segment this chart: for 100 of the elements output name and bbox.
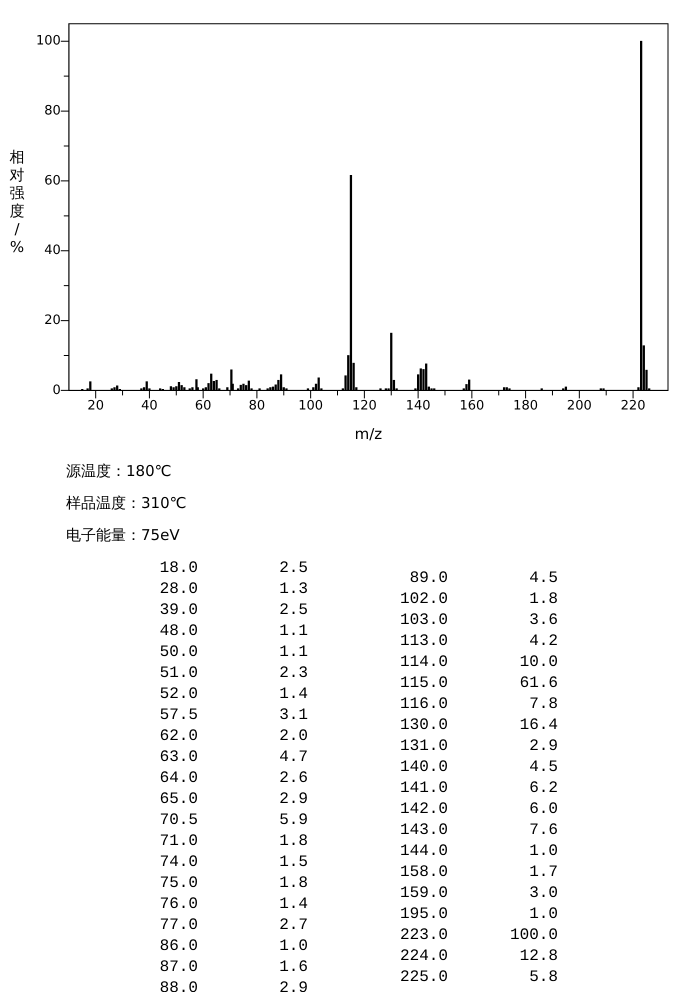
data-label: 2.9 [278,789,308,810]
data-label: 1.6 [278,957,308,978]
category-label: 87.0 [158,957,198,978]
data-label: 1.1 [278,642,308,663]
category-label: 62.0 [158,726,198,747]
data-label: 1.0 [278,936,308,957]
category-label: 65.0 [158,789,198,810]
data-label: 3.0 [528,883,558,904]
category-label: 57.5 [158,705,198,726]
data-label: 2.7 [278,915,308,936]
data-label: 1.4 [278,684,308,705]
y-tick-label: 20 [44,312,61,328]
data-label: 1.1 [278,621,308,642]
text: 电子能量：75eV [66,526,181,546]
category-label: 88.0 [158,978,198,992]
category-label: 28.0 [158,579,198,600]
category-label: 74.0 [158,852,198,873]
data-label: 100.0 [508,925,558,946]
data-label: 1.0 [528,841,558,862]
data-label: 1.5 [278,852,308,873]
text: 源温度：180℃ [66,462,172,482]
category-label: 158.0 [398,862,448,883]
x-tick-label: 220 [620,398,646,414]
data-label: 4.7 [278,747,308,768]
text: 样品温度：310℃ [66,494,188,514]
x-tick-label: 60 [194,398,212,414]
category-label: 50.0 [158,642,198,663]
data-label: 2.5 [278,600,308,621]
data-label: 4.2 [528,631,558,652]
category-label: 114.0 [398,652,448,673]
data-label: 2.6 [278,768,308,789]
data-label: 1.4 [278,894,308,915]
data-label: 2.9 [528,736,558,757]
category-label: 116.0 [398,694,448,715]
data-label: 1.8 [278,873,308,894]
category-label: 102.0 [398,589,448,610]
category-label: 115.0 [398,673,448,694]
category-label: 113.0 [398,631,448,652]
y-tick-label: 40 [44,243,61,258]
category-label: 75.0 [158,873,198,894]
data-label: 3.6 [528,610,558,631]
category-label: 143.0 [398,820,448,841]
data-label: 4.5 [528,757,558,778]
category-label: 86.0 [158,936,198,957]
y-tick-label: 60 [44,173,61,188]
category-label: 18.0 [158,558,198,579]
x-tick-label: 100 [298,398,324,414]
y-tick-label: 0 [52,382,61,398]
data-label: 2.5 [278,558,308,579]
category-label: 103.0 [398,610,448,631]
data-label: 5.9 [278,810,308,831]
data-label: 3.1 [278,705,308,726]
data-label: 1.0 [528,904,558,925]
data-label: 7.6 [528,820,558,841]
category-label: 142.0 [398,799,448,820]
data-label: 10.0 [518,652,558,673]
category-label: 130.0 [398,715,448,736]
category-label: 195.0 [398,904,448,925]
category-label: 141.0 [398,778,448,799]
x-tick-label: 120 [352,398,377,414]
data-label: 1.7 [528,862,558,883]
category-label: 71.0 [158,831,198,852]
x-tick-label: 140 [406,398,431,414]
category-label: 51.0 [158,663,198,684]
y-tick-label: 100 [36,34,61,49]
x-tick-label: 40 [141,398,158,414]
y-axis-title: 相对强度/% [8,148,26,256]
category-label: 70.5 [158,810,198,831]
data-label: 1.8 [278,831,308,852]
data-label: 16.4 [518,715,558,736]
data-label: 7.8 [528,694,558,715]
category-label: 76.0 [158,894,198,915]
x-tick-label: 180 [513,398,538,414]
data-label: 6.2 [528,778,558,799]
category-label: 89.0 [408,568,448,589]
data-label: 61.6 [518,673,558,694]
data-label: 4.5 [528,568,558,589]
category-label: 77.0 [158,915,198,936]
category-label: 159.0 [398,883,448,904]
category-label: 63.0 [158,747,198,768]
category-label: 64.0 [158,768,198,789]
data-label: 1.8 [528,589,558,610]
category-label: 224.0 [398,946,448,967]
data-label: 2.0 [278,726,308,747]
data-label: 5.8 [528,967,558,988]
category-label: 225.0 [398,967,448,988]
category-label: 52.0 [158,684,198,705]
category-label: 223.0 [398,925,448,946]
x-axis-title: m/z [354,424,382,443]
data-label: 2.9 [278,978,308,992]
data-label: 2.3 [278,663,308,684]
x-tick-label: 200 [566,398,592,414]
category-label: 39.0 [158,600,198,621]
category-label: 140.0 [398,757,448,778]
category-label: 144.0 [398,841,448,862]
category-label: 131.0 [398,736,448,757]
y-tick-label: 80 [44,103,61,118]
data-label: 6.0 [528,799,558,820]
x-tick-label: 160 [459,398,484,414]
x-tick-label: 80 [248,398,266,414]
